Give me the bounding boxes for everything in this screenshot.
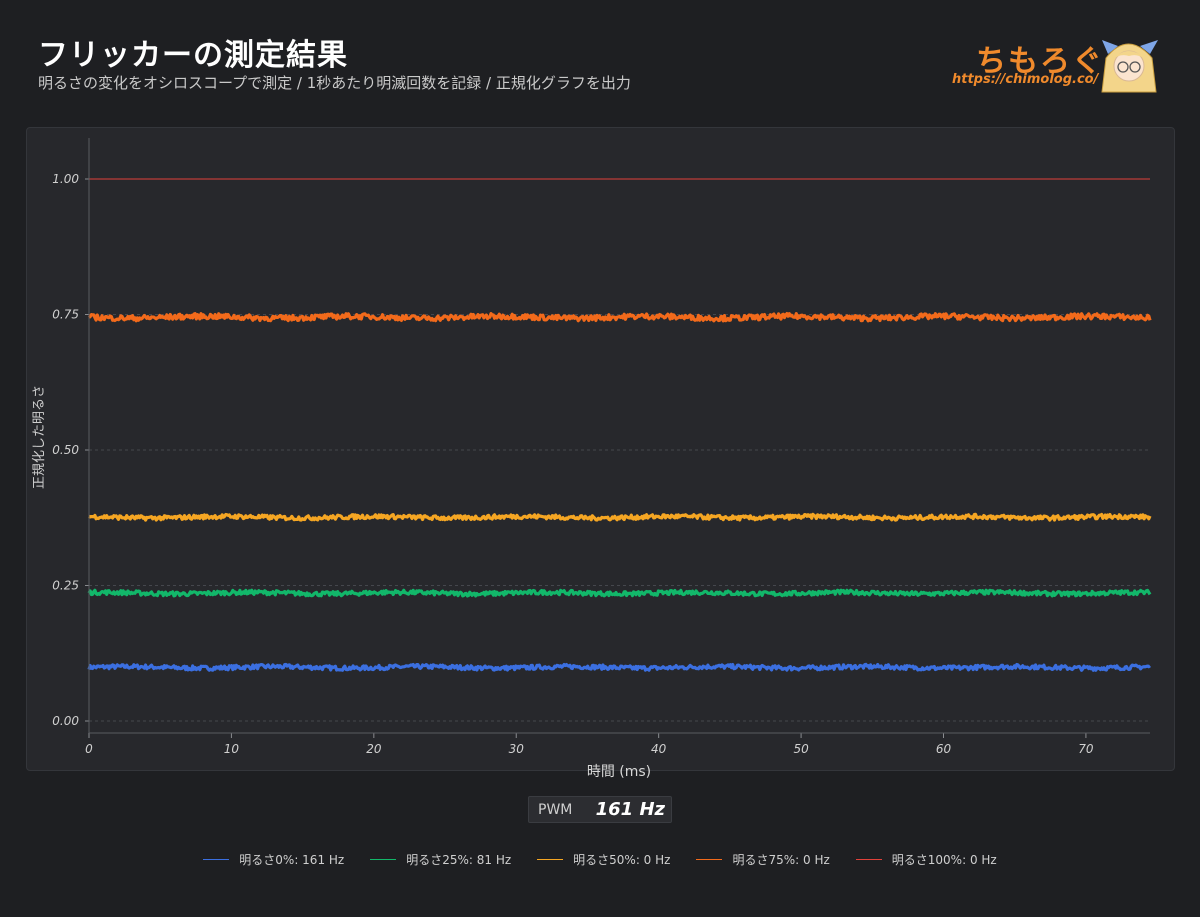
legend-item[interactable]: 明るさ50%: 0 Hz [537, 851, 670, 868]
x-tick-label: 60 [936, 742, 952, 756]
logo-name: ちもろぐ [976, 44, 1104, 79]
y-axis-label: 正規化した明るさ [32, 385, 47, 489]
series-line [87, 312, 1152, 323]
page-title: フリッカーの測定結果 [38, 38, 348, 73]
site-logo[interactable]: ちもろぐ https://chimolog.co/ [950, 36, 1165, 96]
y-tick-label: 0.50 [52, 443, 79, 457]
pwm-value: 161 Hz [595, 799, 665, 820]
x-tick-label: 10 [224, 742, 240, 756]
y-tick-label: 0.25 [52, 579, 79, 593]
legend-swatch [696, 858, 723, 861]
x-tick-label: 70 [1078, 742, 1094, 756]
series-line [88, 512, 1152, 522]
pwm-label: PWM [538, 801, 573, 818]
legend-item[interactable]: 明るさ0%: 161 Hz [203, 851, 344, 868]
x-tick-label: 50 [793, 742, 809, 756]
series-line [87, 588, 1152, 598]
legend-swatch [203, 858, 230, 861]
y-tick-label: 0.75 [52, 308, 79, 322]
chart-legend: 明るさ0%: 161 Hz 明るさ25%: 81 Hz 明るさ50%: 0 Hz 明る… [0, 851, 1200, 868]
legend-swatch [370, 858, 397, 861]
legend-swatch [855, 858, 882, 861]
y-tick-label: 1.00 [52, 172, 79, 186]
x-tick-label: 30 [509, 742, 525, 756]
mascot-icon [1101, 40, 1158, 93]
legend-item[interactable]: 明るさ100%: 0 Hz [855, 851, 997, 868]
page-subtitle: 明るさの変化をオシロスコープで測定 / 1秒あたり明滅回数を記録 / 正規化グラ… [38, 74, 631, 92]
legend-label: 明るさ75%: 0 Hz [732, 853, 830, 867]
legend-label: 明るさ100%: 0 Hz [891, 853, 997, 867]
legend-swatch [537, 858, 564, 861]
x-tick-label: 20 [366, 742, 382, 756]
legend-label: 明るさ50%: 0 Hz [573, 853, 671, 867]
legend-label: 明るさ0%: 161 Hz [239, 853, 345, 867]
flicker-chart: 0.00 0.25 0.50 0.75 1.00 0 10 20 30 40 50 60 70 正規化した… [32, 138, 1152, 756]
chart-panel [26, 127, 1175, 771]
y-tick-label: 0.00 [52, 714, 79, 728]
x-tick-label: 0 [85, 742, 93, 756]
pwm-readout: PWM 161 Hz [528, 796, 672, 823]
legend-item[interactable]: 明るさ75%: 0 Hz [696, 851, 830, 868]
legend-label: 明るさ25%: 81 Hz [406, 853, 512, 867]
x-tick-label: 40 [651, 742, 667, 756]
x-axis-label: 時間 (ms) [586, 764, 652, 780]
series-line [87, 662, 1152, 672]
legend-item[interactable]: 明るさ25%: 81 Hz [370, 851, 511, 868]
logo-url: https://chimolog.co/ [952, 72, 1099, 87]
